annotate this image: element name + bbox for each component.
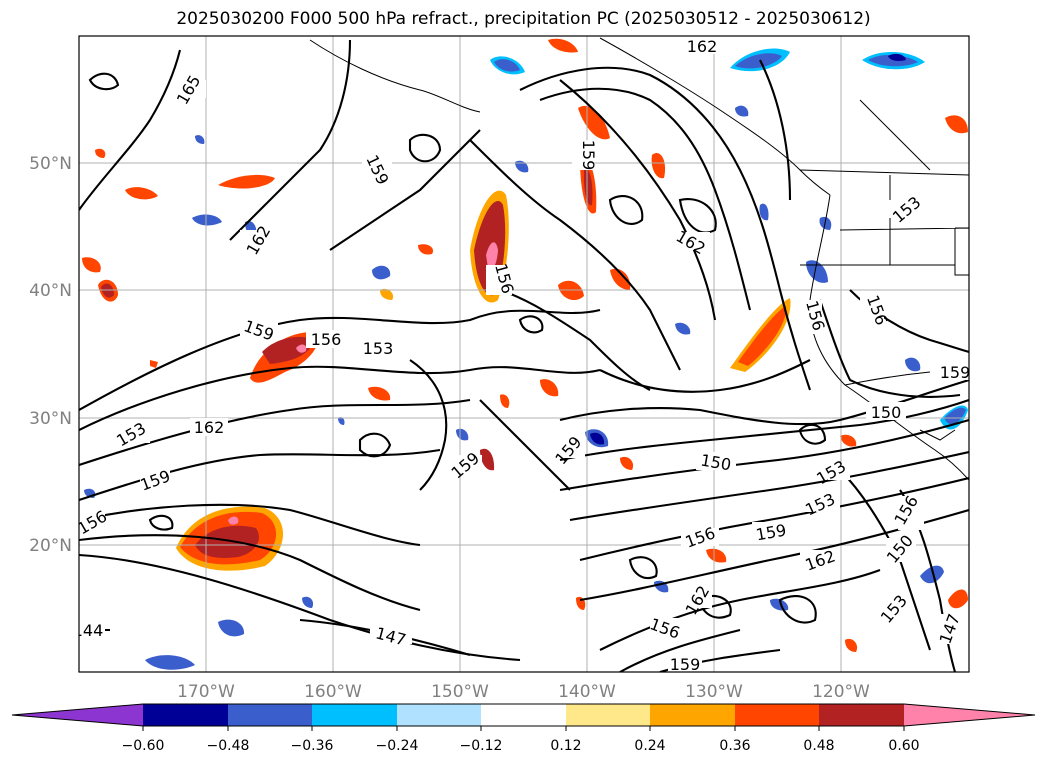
lon-label-120w: 120°W (812, 682, 870, 702)
colorbar-bin-3 (312, 704, 397, 726)
contour-label-159-bottom: 159 (670, 655, 701, 674)
map-frame (78, 35, 970, 673)
graticule (79, 36, 969, 672)
colorbar-extend-high (904, 704, 1035, 726)
negative-precip-blobs (84, 48, 968, 670)
map-plot-area: 165 162 162 162 162 162 162 159 159 159 … (73, 36, 971, 674)
contour-label-162-north: 162 (687, 37, 718, 56)
colorbar-tick-3: −0.36 (291, 738, 334, 754)
lon-label-130w: 130°W (685, 682, 743, 702)
colorbar-bin-7 (650, 704, 735, 726)
colorbar-tick-8: 0.36 (719, 738, 750, 754)
positive-precip-blobs (82, 38, 968, 652)
colorbar-tick-7: 0.24 (634, 738, 665, 754)
map-title: 2025030200 F000 500 hPa refract., precip… (176, 9, 871, 29)
coastlines (309, 37, 969, 481)
colorbar-tick-6: 0.12 (550, 738, 581, 754)
colorbar-bin-9 (819, 704, 904, 726)
lat-label-40n: 40°N (29, 281, 72, 301)
colorbar-extend-low (12, 704, 143, 726)
lat-label-50n: 50°N (29, 154, 72, 174)
colorbar-tick-4: −0.24 (376, 738, 419, 754)
longitude-labels: 170°W 160°W 150°W 140°W 130°W 120°W (177, 682, 870, 702)
contour-label-156-west: 156 (311, 330, 342, 349)
contour-label-144: 144 (73, 621, 104, 640)
colorbar-bin-5 (481, 704, 566, 726)
lon-label-160w: 160°W (304, 682, 362, 702)
contour-label-159-east: 159 (940, 363, 971, 382)
colorbar: −0.60 −0.48 −0.36 −0.24 −0.12 0.12 0.24 … (11, 703, 1036, 754)
lat-label-30n: 30°N (29, 409, 72, 429)
colorbar-bin-6 (566, 704, 650, 726)
lon-label-140w: 140°W (558, 682, 616, 702)
latitude-labels: 50°N 40°N 30°N 20°N (29, 154, 72, 556)
contour-label-150-east: 150 (871, 403, 902, 422)
colorbar-tick-9: 0.48 (803, 738, 834, 754)
lon-label-170w: 170°W (177, 682, 235, 702)
contour-label-159-ne: 159 (579, 140, 598, 171)
refractivity-contours (79, 39, 969, 672)
colorbar-bin-8 (735, 704, 819, 726)
lon-label-150w: 150°W (431, 682, 489, 702)
colorbar-bin-1 (143, 704, 228, 726)
colorbar-bin-2 (228, 704, 312, 726)
colorbar-bin-4 (397, 704, 481, 726)
lat-label-20n: 20°N (29, 536, 72, 556)
colorbar-tick-5: −0.12 (460, 738, 503, 754)
colorbar-tick-2: −0.48 (207, 738, 250, 754)
colorbar-tick-10: 0.60 (888, 738, 919, 754)
contour-label-153-west: 153 (363, 339, 394, 358)
colorbar-tick-1: −0.60 (122, 738, 165, 754)
contour-label-162-south: 162 (194, 418, 225, 437)
